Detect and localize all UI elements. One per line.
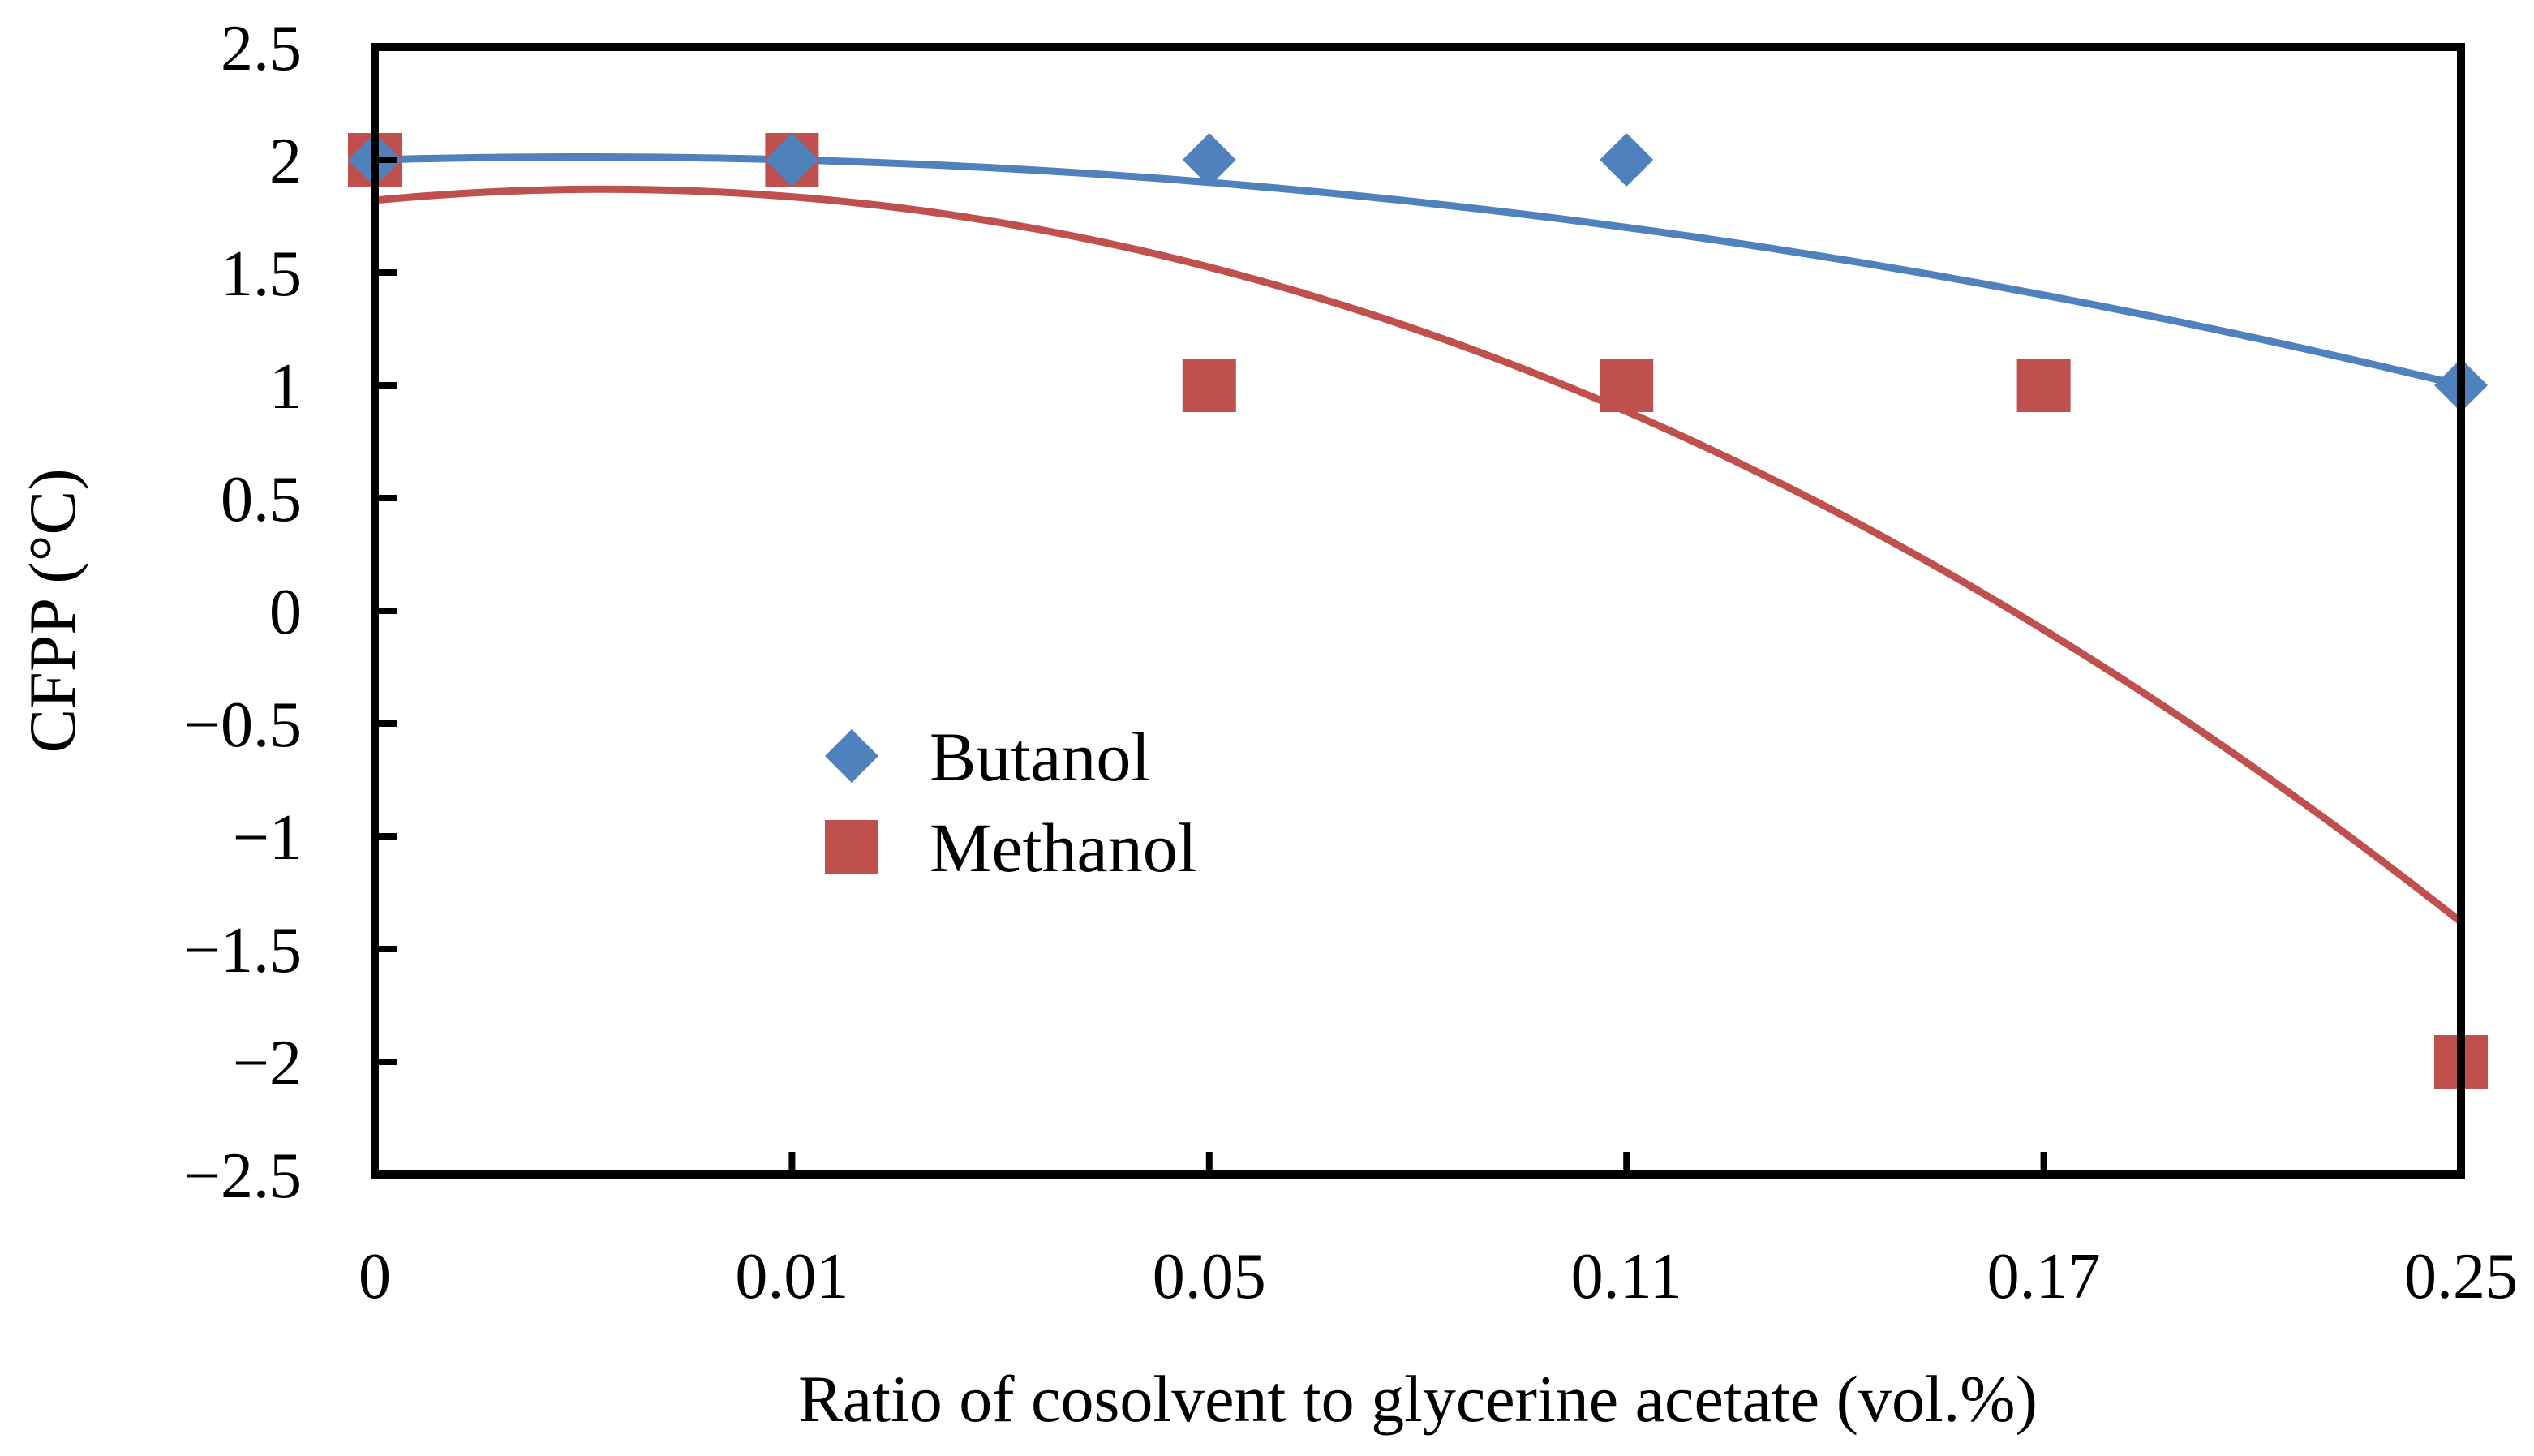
butanol-legend-marker	[825, 729, 878, 783]
trendlines	[371, 153, 2465, 926]
y-tick-label: −2	[233, 1028, 302, 1099]
methanol-point-0.17	[2016, 359, 2071, 412]
butanol-point-0.01	[765, 133, 819, 187]
x-tick-label: 0.01	[735, 1241, 848, 1312]
y-tick-label: 1	[269, 351, 302, 423]
methanol-point-0.11	[1600, 359, 1654, 412]
y-tick-label: −2.5	[184, 1140, 302, 1212]
legend-label: Butanol	[930, 718, 1150, 796]
methanol-trendline	[371, 185, 2465, 926]
legend-item-methanol: Methanol	[825, 809, 1197, 887]
legend-item-butanol: Butanol	[825, 718, 1150, 796]
y-axis-ticks: 2.5 2 1.5 1 0.5 0 −0.5 −1 −1.5 −2 −2.5	[184, 13, 397, 1212]
butanol-point-0.11	[1600, 133, 1654, 187]
y-tick-label: −0.5	[184, 689, 302, 761]
y-axis-title: CFPP (°C)	[15, 468, 89, 753]
x-axis-ticks: 0 0.01 0.05 0.11 0.17 0.25	[359, 1152, 2518, 1312]
legend: Butanol Methanol	[825, 718, 1197, 887]
butanol-point-0.05	[1182, 133, 1236, 187]
y-tick-label: −1	[233, 802, 302, 874]
y-tick-label: 0.5	[221, 464, 302, 535]
methanol-point-0.05	[1182, 359, 1236, 412]
y-tick-label: 0	[269, 577, 302, 648]
data-points	[348, 133, 2488, 1089]
x-tick-label: 0.25	[2404, 1241, 2518, 1312]
legend-label: Methanol	[930, 809, 1197, 887]
y-tick-label: 1.5	[221, 238, 302, 310]
methanol-legend-marker	[825, 820, 878, 874]
x-tick-label: 0.11	[1571, 1241, 1682, 1312]
y-tick-label: −1.5	[184, 915, 302, 986]
x-axis-title: Ratio of cosolvent to glycerine acetate …	[798, 1362, 2038, 1436]
butanol-trendline	[371, 153, 2465, 389]
x-tick-label: 0	[359, 1241, 391, 1312]
x-tick-label: 0.17	[1987, 1241, 2101, 1312]
x-tick-label: 0.05	[1153, 1241, 1266, 1312]
y-tick-label: 2	[269, 126, 302, 197]
y-tick-label: 2.5	[221, 13, 302, 84]
